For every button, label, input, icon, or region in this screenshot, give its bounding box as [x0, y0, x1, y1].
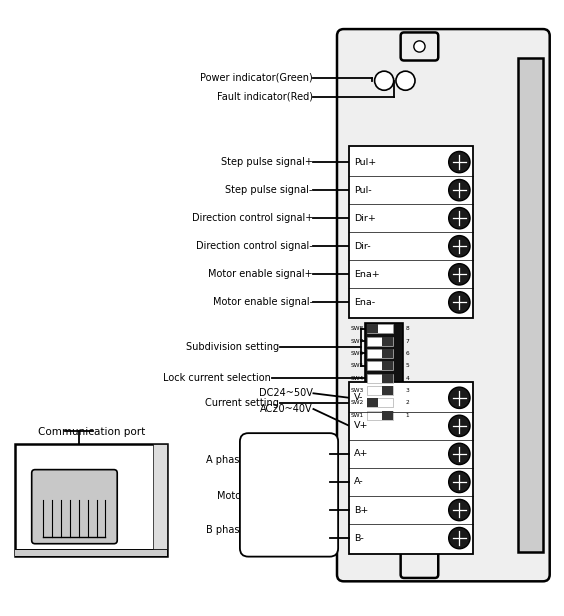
FancyBboxPatch shape	[240, 433, 338, 557]
Text: V+: V+	[354, 421, 368, 431]
Text: DC24~50V: DC24~50V	[259, 388, 313, 399]
Circle shape	[449, 208, 470, 229]
Bar	[367, 337, 393, 346]
Text: Motor enable signal-: Motor enable signal-	[213, 298, 313, 307]
Text: 2: 2	[406, 400, 409, 405]
Text: Ena-: Ena-	[354, 298, 375, 307]
Bar	[15, 444, 167, 556]
FancyBboxPatch shape	[400, 33, 438, 60]
Text: Ena+: Ena+	[354, 270, 380, 279]
Text: Step pulse signal-: Step pulse signal-	[226, 185, 313, 195]
Circle shape	[414, 41, 425, 52]
Bar	[382, 349, 393, 358]
Text: SW4: SW4	[350, 376, 363, 381]
Bar	[382, 411, 393, 419]
Circle shape	[449, 500, 470, 521]
Text: Direction control signal-: Direction control signal-	[196, 241, 313, 251]
Text: Lock current selection: Lock current selection	[163, 373, 271, 383]
Bar	[382, 386, 393, 395]
Circle shape	[449, 235, 470, 257]
Bar	[367, 362, 393, 370]
Bar	[367, 399, 393, 407]
Text: SW5: SW5	[350, 363, 363, 368]
Text: Dir-: Dir-	[354, 241, 371, 251]
Text: 7: 7	[406, 339, 409, 344]
Text: SW2: SW2	[350, 400, 363, 405]
Circle shape	[396, 71, 415, 91]
Circle shape	[449, 387, 470, 408]
Bar	[365, 323, 403, 424]
Bar	[367, 411, 393, 419]
Circle shape	[449, 152, 470, 172]
Text: Fault indicator(Red): Fault indicator(Red)	[217, 92, 313, 102]
Text: SW6: SW6	[350, 351, 363, 356]
Bar	[367, 324, 393, 333]
Text: 6: 6	[406, 351, 409, 356]
Bar	[349, 382, 473, 554]
Text: AC20~40V: AC20~40V	[260, 404, 313, 414]
Text: Direction control signal+: Direction control signal+	[192, 213, 313, 223]
Circle shape	[449, 471, 470, 493]
Bar	[367, 399, 378, 407]
Text: Dir+: Dir+	[354, 214, 376, 223]
Text: SW8: SW8	[350, 326, 363, 331]
Text: A+: A+	[354, 450, 368, 458]
Circle shape	[449, 264, 470, 285]
Text: 3: 3	[406, 388, 409, 393]
Text: 1: 1	[406, 413, 409, 418]
Text: SW7: SW7	[350, 339, 363, 344]
Bar	[367, 374, 393, 383]
Circle shape	[449, 415, 470, 437]
Text: 4: 4	[406, 376, 409, 381]
Circle shape	[449, 179, 470, 201]
Text: Pul-: Pul-	[354, 185, 372, 195]
Text: Motor: Motor	[217, 491, 245, 501]
Text: SW1: SW1	[350, 413, 363, 418]
Bar	[382, 374, 393, 383]
Circle shape	[449, 444, 470, 464]
Text: Motor enable signal+: Motor enable signal+	[208, 269, 313, 279]
Bar	[367, 349, 393, 358]
Bar	[382, 362, 393, 370]
Text: Current setting: Current setting	[205, 398, 279, 408]
Circle shape	[449, 292, 470, 313]
Text: A-: A-	[354, 477, 363, 487]
Text: B phase: B phase	[206, 525, 245, 535]
Text: A phase: A phase	[206, 455, 245, 464]
Bar	[518, 59, 543, 552]
Text: Subdivision setting: Subdivision setting	[186, 342, 279, 352]
Circle shape	[374, 71, 394, 91]
Text: Communication port: Communication port	[38, 427, 145, 437]
Bar	[367, 324, 378, 333]
Text: 8: 8	[406, 326, 409, 331]
Bar	[15, 549, 167, 556]
Bar	[367, 386, 393, 395]
Bar	[382, 337, 393, 346]
Text: Power indicator(Green): Power indicator(Green)	[200, 73, 313, 83]
Text: SW3: SW3	[350, 388, 363, 393]
Text: Pul+: Pul+	[354, 158, 376, 166]
Text: B-: B-	[354, 533, 364, 543]
Text: V-: V-	[354, 393, 363, 402]
Text: 5: 5	[406, 363, 409, 368]
Bar	[153, 444, 167, 549]
FancyBboxPatch shape	[337, 29, 550, 582]
Bar	[349, 147, 473, 318]
Circle shape	[449, 527, 470, 549]
Text: Step pulse signal+: Step pulse signal+	[221, 157, 313, 167]
FancyBboxPatch shape	[32, 469, 117, 544]
Text: B+: B+	[354, 506, 368, 514]
FancyBboxPatch shape	[400, 550, 438, 578]
